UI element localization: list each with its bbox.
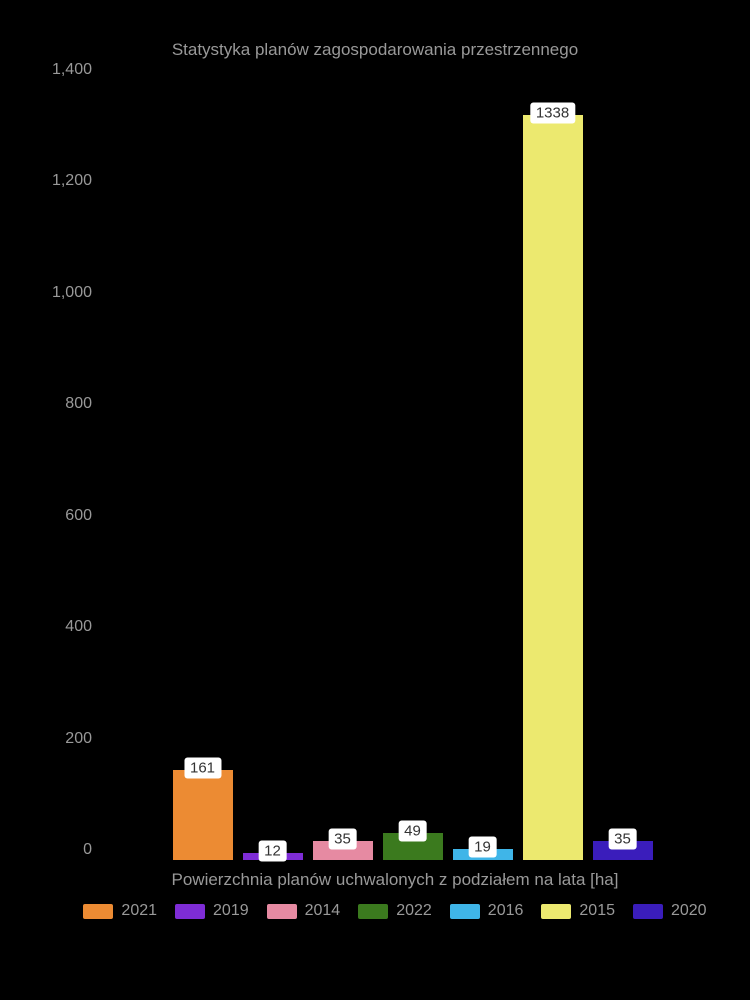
bar-value-label: 12 — [258, 841, 287, 862]
legend: 2021 2019 2014 2022 2016 2015 2020 — [70, 902, 720, 920]
chart-container: Statystyka planów zagospodarowania przes… — [30, 40, 720, 960]
legend-label: 2022 — [396, 902, 432, 920]
legend-swatch — [450, 904, 480, 919]
bar: 35 — [593, 841, 653, 861]
legend-swatch — [358, 904, 388, 919]
y-tick: 1,200 — [32, 172, 92, 190]
bar-value-label: 35 — [608, 828, 637, 849]
bar: 35 — [313, 841, 373, 861]
bar: 49 — [383, 833, 443, 860]
legend-item: 2014 — [267, 902, 341, 920]
legend-item: 2019 — [175, 902, 249, 920]
legend-label: 2020 — [671, 902, 707, 920]
chart-title: Statystyka planów zagospodarowania przes… — [30, 40, 720, 60]
y-tick: 1,400 — [32, 61, 92, 79]
bar: 161 — [173, 770, 233, 860]
y-axis: 02004006008001,0001,2001,400 — [30, 80, 100, 860]
legend-item: 2020 — [633, 902, 707, 920]
y-tick: 800 — [32, 395, 92, 413]
bar-value-label: 19 — [468, 837, 497, 858]
legend-label: 2019 — [213, 902, 249, 920]
legend-item: 2021 — [83, 902, 157, 920]
legend-item: 2015 — [541, 902, 615, 920]
bar-value-label: 1338 — [530, 102, 575, 123]
legend-swatch — [83, 904, 113, 919]
bars-region: 161 12 35 49 19 1338 35 — [105, 80, 720, 860]
bar: 19 — [453, 849, 513, 860]
legend-label: 2021 — [121, 902, 157, 920]
plot-area: 02004006008001,0001,2001,400 16112354919… — [105, 80, 720, 860]
bar-value-label: 35 — [328, 828, 357, 849]
legend-label: 2015 — [579, 902, 615, 920]
y-tick: 600 — [32, 507, 92, 525]
bar: 12 — [243, 853, 303, 860]
legend-swatch — [541, 904, 571, 919]
y-tick: 1,000 — [32, 284, 92, 302]
bar: 1338 — [523, 115, 583, 860]
legend-label: 2014 — [305, 902, 341, 920]
bar-value-label: 161 — [184, 758, 221, 779]
legend-swatch — [267, 904, 297, 919]
legend-item: 2022 — [358, 902, 432, 920]
bar-value-label: 49 — [398, 820, 427, 841]
legend-label: 2016 — [488, 902, 524, 920]
y-tick: 0 — [32, 841, 92, 859]
legend-swatch — [633, 904, 663, 919]
legend-item: 2016 — [450, 902, 524, 920]
y-tick: 400 — [32, 618, 92, 636]
y-tick: 200 — [32, 730, 92, 748]
x-axis-label: Powierzchnia planów uchwalonych z podzia… — [70, 870, 720, 890]
legend-swatch — [175, 904, 205, 919]
